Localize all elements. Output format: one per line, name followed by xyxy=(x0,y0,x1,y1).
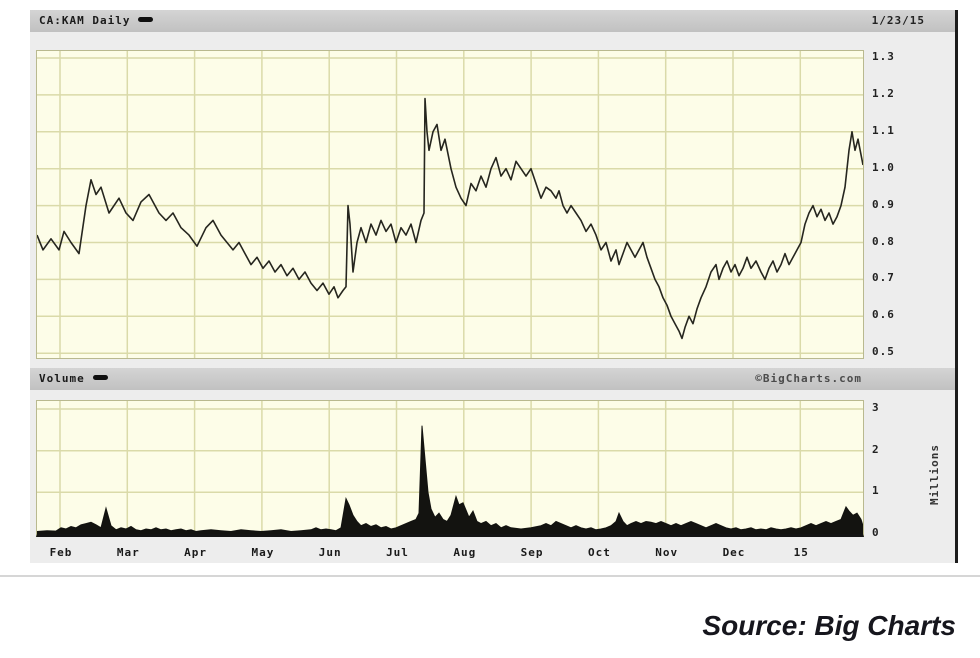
volume-title-group: Volume xyxy=(39,372,108,385)
price-axis-label: 0.9 xyxy=(872,197,895,211)
price-plot-svg xyxy=(37,51,863,358)
x-axis-month-label: Apr xyxy=(184,546,208,559)
x-axis-month-label: 15 xyxy=(793,546,809,559)
bigcharts-widget: CA:KAM Daily 1/23/15 Volume ©BigCharts.c… xyxy=(30,10,958,563)
x-axis-month-label: Jun xyxy=(318,546,342,559)
price-axis-label: 1.1 xyxy=(872,123,895,137)
section-divider xyxy=(0,575,980,577)
price-axis-label: 0.8 xyxy=(872,234,895,248)
x-axis-month-label: Jul xyxy=(386,546,409,559)
price-series-line xyxy=(37,97,863,340)
copyright-label: ©BigCharts.com xyxy=(755,372,862,385)
x-axis-month-label: Mar xyxy=(116,546,140,559)
x-axis-month-label: Oct xyxy=(587,546,611,559)
chart-title-bar: CA:KAM Daily 1/23/15 xyxy=(30,10,955,32)
price-axis-label: 0.6 xyxy=(872,308,895,322)
volume-series-area xyxy=(37,425,863,534)
x-axis-month-label: Nov xyxy=(655,546,679,559)
price-axis-label: 0.5 xyxy=(872,345,895,359)
volume-legend-dash-icon xyxy=(92,375,108,380)
price-plot-area xyxy=(36,50,864,359)
x-axis-month-label: Feb xyxy=(49,546,73,559)
volume-title-bar: Volume ©BigCharts.com xyxy=(30,368,955,390)
x-axis-month-label: Dec xyxy=(722,546,746,559)
x-axis-month-label: May xyxy=(251,546,275,559)
price-axis-label: 1.3 xyxy=(872,50,895,63)
volume-axis-label: 3 xyxy=(872,401,880,414)
volume-plot-area xyxy=(36,400,864,537)
ticker-title: CA:KAM Daily xyxy=(39,14,131,27)
price-axis-label: 0.7 xyxy=(872,271,895,285)
volume-axis-label: 1 xyxy=(872,484,880,498)
price-axis-label: 1.2 xyxy=(872,86,895,100)
volume-axis-label: 2 xyxy=(872,442,880,456)
price-legend-dash-icon xyxy=(138,17,154,22)
volume-axis-title: Millions xyxy=(928,444,941,506)
volume-plot-svg xyxy=(37,401,863,534)
chart-date: 1/23/15 xyxy=(871,14,925,27)
volume-axis-label: 0 xyxy=(872,526,880,539)
x-axis-month-label: Sep xyxy=(520,546,544,559)
chart-title-group: CA:KAM Daily xyxy=(39,14,154,27)
volume-title: Volume xyxy=(39,372,85,385)
price-axis-label: 1.0 xyxy=(872,160,895,174)
source-caption: Source: Big Charts xyxy=(702,610,956,641)
x-axis-month-label: Aug xyxy=(453,546,477,559)
